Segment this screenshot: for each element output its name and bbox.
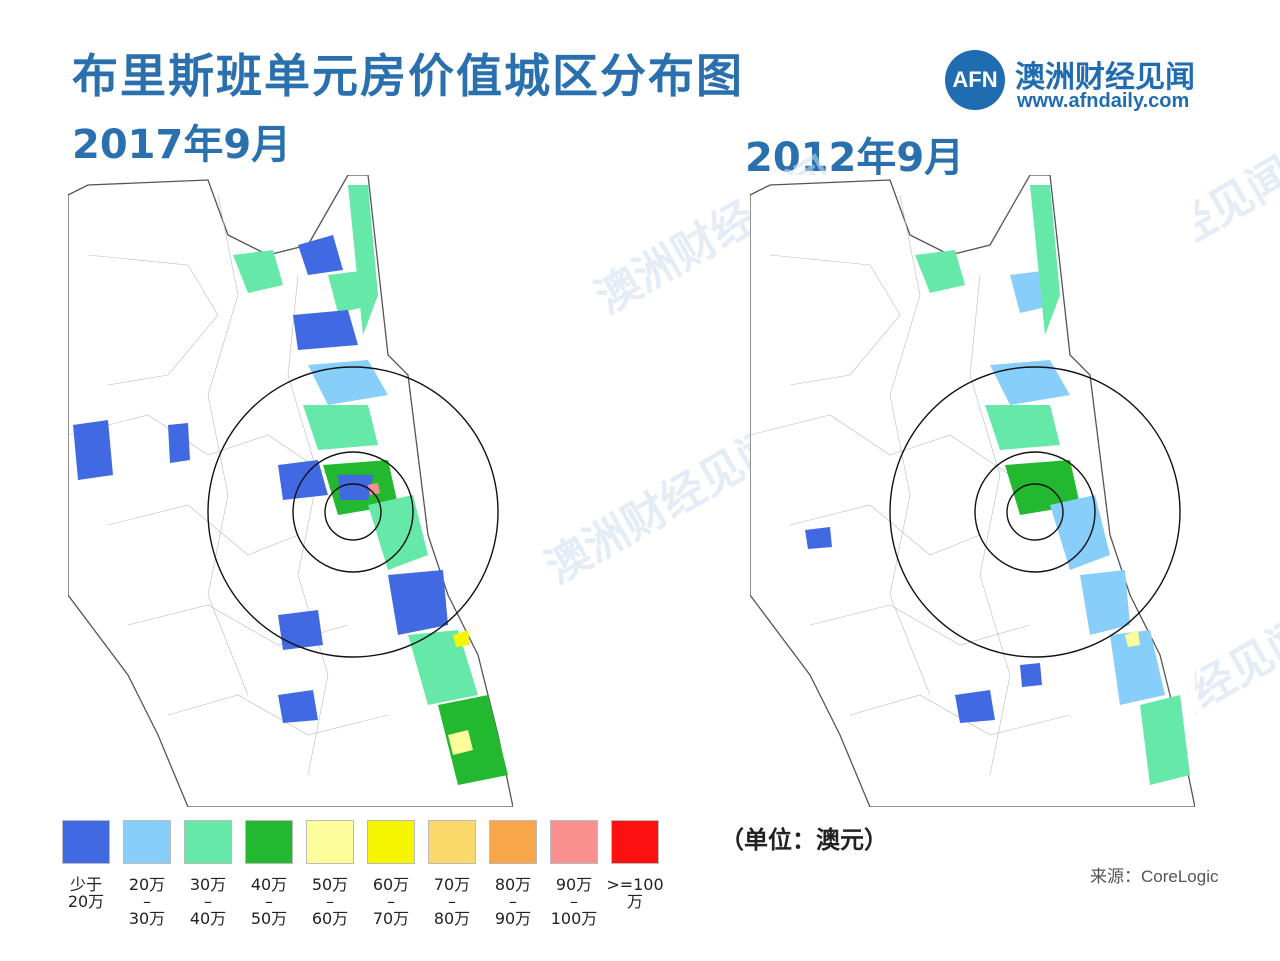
legend-swatch	[611, 820, 659, 864]
legend-item: 50万 – 60万	[306, 820, 358, 927]
legend-item: 70万 – 80万	[428, 820, 480, 927]
legend-swatch	[428, 820, 476, 864]
map-2017	[68, 175, 513, 807]
legend-label: 90万 – 100万	[550, 875, 598, 928]
brand-url: www.afndaily.com	[1017, 90, 1190, 112]
legend-swatch	[550, 820, 598, 864]
legend-label: 30万 – 40万	[189, 875, 227, 928]
afn-logo-icon: AFN	[945, 50, 1005, 110]
legend-label: 少于 20万	[67, 875, 105, 911]
legend-label: 80万 – 90万	[494, 875, 532, 928]
legend-swatch	[306, 820, 354, 864]
price-legend: 少于 20万 20万 – 30万 30万 – 40万 40万 – 50万 50万 – 6…	[62, 820, 672, 940]
map-2012	[750, 175, 1195, 807]
source-label: 来源：CoreLogic	[1090, 867, 1219, 886]
brand-name: 澳洲财经见闻	[1015, 60, 1195, 95]
suburb-regions	[805, 185, 1190, 785]
legend-swatch	[184, 820, 232, 864]
legend-item: 少于 20万	[62, 820, 114, 910]
date-label-2012: 2012年9月	[745, 135, 965, 181]
legend-label: >=100万	[606, 875, 664, 911]
legend-swatch	[123, 820, 171, 864]
legend-item: >=100万	[606, 820, 664, 910]
page-title: 布里斯班单元房价值城区分布图	[72, 49, 744, 103]
legend-label: 70万 – 80万	[433, 875, 471, 928]
legend-label: 20万 – 30万	[128, 875, 166, 928]
legend-swatch	[367, 820, 415, 864]
legend-item: 20万 – 30万	[123, 820, 175, 927]
legend-item: 90万 – 100万	[550, 820, 602, 927]
map-2017-svg	[68, 175, 513, 807]
map-2012-svg	[750, 175, 1195, 807]
legend-swatch	[489, 820, 537, 864]
distance-rings	[889, 366, 1181, 658]
legend-item: 40万 – 50万	[245, 820, 297, 927]
distance-rings	[207, 366, 499, 658]
date-label-2017: 2017年9月	[72, 122, 292, 168]
brand-block: AFN 澳洲财经见闻 www.afndaily.com	[945, 50, 1245, 120]
legend-label: 50万 – 60万	[311, 875, 349, 928]
legend-item: 30万 – 40万	[184, 820, 236, 927]
suburb-regions	[73, 185, 508, 785]
legend-label: 60万 – 70万	[372, 875, 410, 928]
unit-label: （单位：澳元）	[720, 826, 888, 854]
legend-swatch	[62, 820, 110, 864]
legend-label: 40万 – 50万	[250, 875, 288, 928]
legend-item: 60万 – 70万	[367, 820, 419, 927]
legend-item: 80万 – 90万	[489, 820, 541, 927]
legend-swatch	[245, 820, 293, 864]
